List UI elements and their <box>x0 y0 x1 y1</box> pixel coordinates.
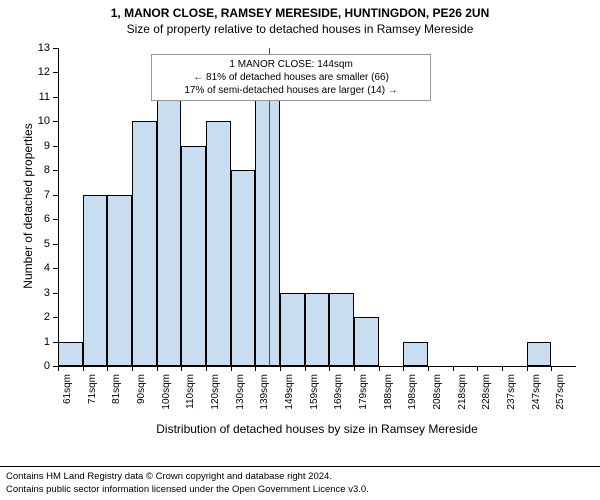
histogram-bar <box>231 170 256 366</box>
ytick-mark <box>53 170 58 171</box>
annotation-box: 1 MANOR CLOSE: 144sqm ← 81% of detached … <box>151 54 431 101</box>
annotation-line1: 1 MANOR CLOSE: 144sqm <box>158 58 424 71</box>
xtick-mark <box>157 366 158 371</box>
ytick-mark <box>53 244 58 245</box>
ytick-mark <box>53 342 58 343</box>
histogram-bar <box>305 293 330 366</box>
histogram-bar <box>403 342 428 366</box>
ytick-mark <box>53 268 58 269</box>
xtick-label: 139sqm <box>259 374 270 410</box>
xtick-mark <box>305 366 306 371</box>
xtick-mark <box>379 366 380 371</box>
xtick-label: 61sqm <box>62 374 73 404</box>
chart-title-main: 1, MANOR CLOSE, RAMSEY MERESIDE, HUNTING… <box>0 0 600 20</box>
xtick-label: 208sqm <box>432 374 443 410</box>
ytick-label: 1 <box>28 336 50 348</box>
xtick-label: 257sqm <box>555 374 566 410</box>
x-axis-label: Distribution of detached houses by size … <box>58 422 576 436</box>
xtick-label: 198sqm <box>407 374 418 410</box>
footer-line2: Contains public sector information licen… <box>6 484 594 496</box>
ytick-mark <box>53 146 58 147</box>
xtick-mark <box>58 366 59 371</box>
xtick-mark <box>255 366 256 371</box>
xtick-label: 110sqm <box>185 374 196 409</box>
xtick-label: 149sqm <box>284 374 295 410</box>
ytick-mark <box>53 195 58 196</box>
xtick-mark <box>83 366 84 371</box>
histogram-bar <box>329 293 354 366</box>
xtick-label: 218sqm <box>457 374 468 410</box>
histogram-bar <box>354 317 379 366</box>
ytick-label: 12 <box>28 66 50 78</box>
xtick-label: 169sqm <box>333 374 344 410</box>
xtick-mark <box>477 366 478 371</box>
annotation-line2: ← 81% of detached houses are smaller (66… <box>158 71 424 84</box>
xtick-label: 81sqm <box>111 374 122 404</box>
ytick-mark <box>53 317 58 318</box>
y-axis-label: Number of detached properties <box>21 106 35 306</box>
xtick-mark <box>354 366 355 371</box>
xtick-mark <box>551 366 552 371</box>
xtick-mark <box>329 366 330 371</box>
x-axis <box>58 366 576 367</box>
histogram-bar <box>206 121 231 366</box>
ytick-mark <box>53 219 58 220</box>
xtick-label: 247sqm <box>531 374 542 410</box>
chart-container: 1, MANOR CLOSE, RAMSEY MERESIDE, HUNTING… <box>0 0 600 500</box>
xtick-label: 130sqm <box>235 374 246 410</box>
ytick-mark <box>53 97 58 98</box>
xtick-mark <box>502 366 503 371</box>
ytick-mark <box>53 48 58 49</box>
xtick-mark <box>453 366 454 371</box>
annotation-line3: 17% of semi-detached houses are larger (… <box>158 84 424 97</box>
xtick-mark <box>280 366 281 371</box>
footer: Contains HM Land Registry data © Crown c… <box>0 466 600 500</box>
histogram-bar <box>157 97 182 366</box>
ytick-label: 2 <box>28 311 50 323</box>
xtick-label: 237sqm <box>506 374 517 410</box>
xtick-label: 228sqm <box>481 374 492 410</box>
xtick-label: 179sqm <box>358 374 369 410</box>
histogram-bar <box>132 121 157 366</box>
histogram-bar <box>280 293 305 366</box>
xtick-label: 100sqm <box>161 374 172 410</box>
histogram-bar <box>255 97 280 366</box>
xtick-label: 90sqm <box>136 374 147 404</box>
histogram-bar <box>107 195 132 366</box>
xtick-mark <box>206 366 207 371</box>
xtick-mark <box>428 366 429 371</box>
xtick-mark <box>132 366 133 371</box>
ytick-label: 13 <box>28 42 50 54</box>
xtick-label: 120sqm <box>210 374 221 410</box>
xtick-mark <box>107 366 108 371</box>
footer-line1: Contains HM Land Registry data © Crown c… <box>6 471 594 483</box>
histogram-bar <box>58 342 83 366</box>
xtick-label: 71sqm <box>87 374 98 404</box>
chart-title-sub: Size of property relative to detached ho… <box>0 20 600 36</box>
ytick-label: 11 <box>28 91 50 103</box>
y-axis <box>58 48 59 366</box>
xtick-mark <box>403 366 404 371</box>
xtick-label: 188sqm <box>383 374 394 410</box>
histogram-bar <box>527 342 552 366</box>
xtick-mark <box>527 366 528 371</box>
histogram-bar <box>181 146 206 366</box>
ytick-label: 0 <box>28 360 50 372</box>
xtick-mark <box>231 366 232 371</box>
ytick-mark <box>53 72 58 73</box>
xtick-mark <box>181 366 182 371</box>
ytick-mark <box>53 293 58 294</box>
ytick-mark <box>53 121 58 122</box>
histogram-bar <box>83 195 108 366</box>
xtick-label: 159sqm <box>309 374 320 410</box>
